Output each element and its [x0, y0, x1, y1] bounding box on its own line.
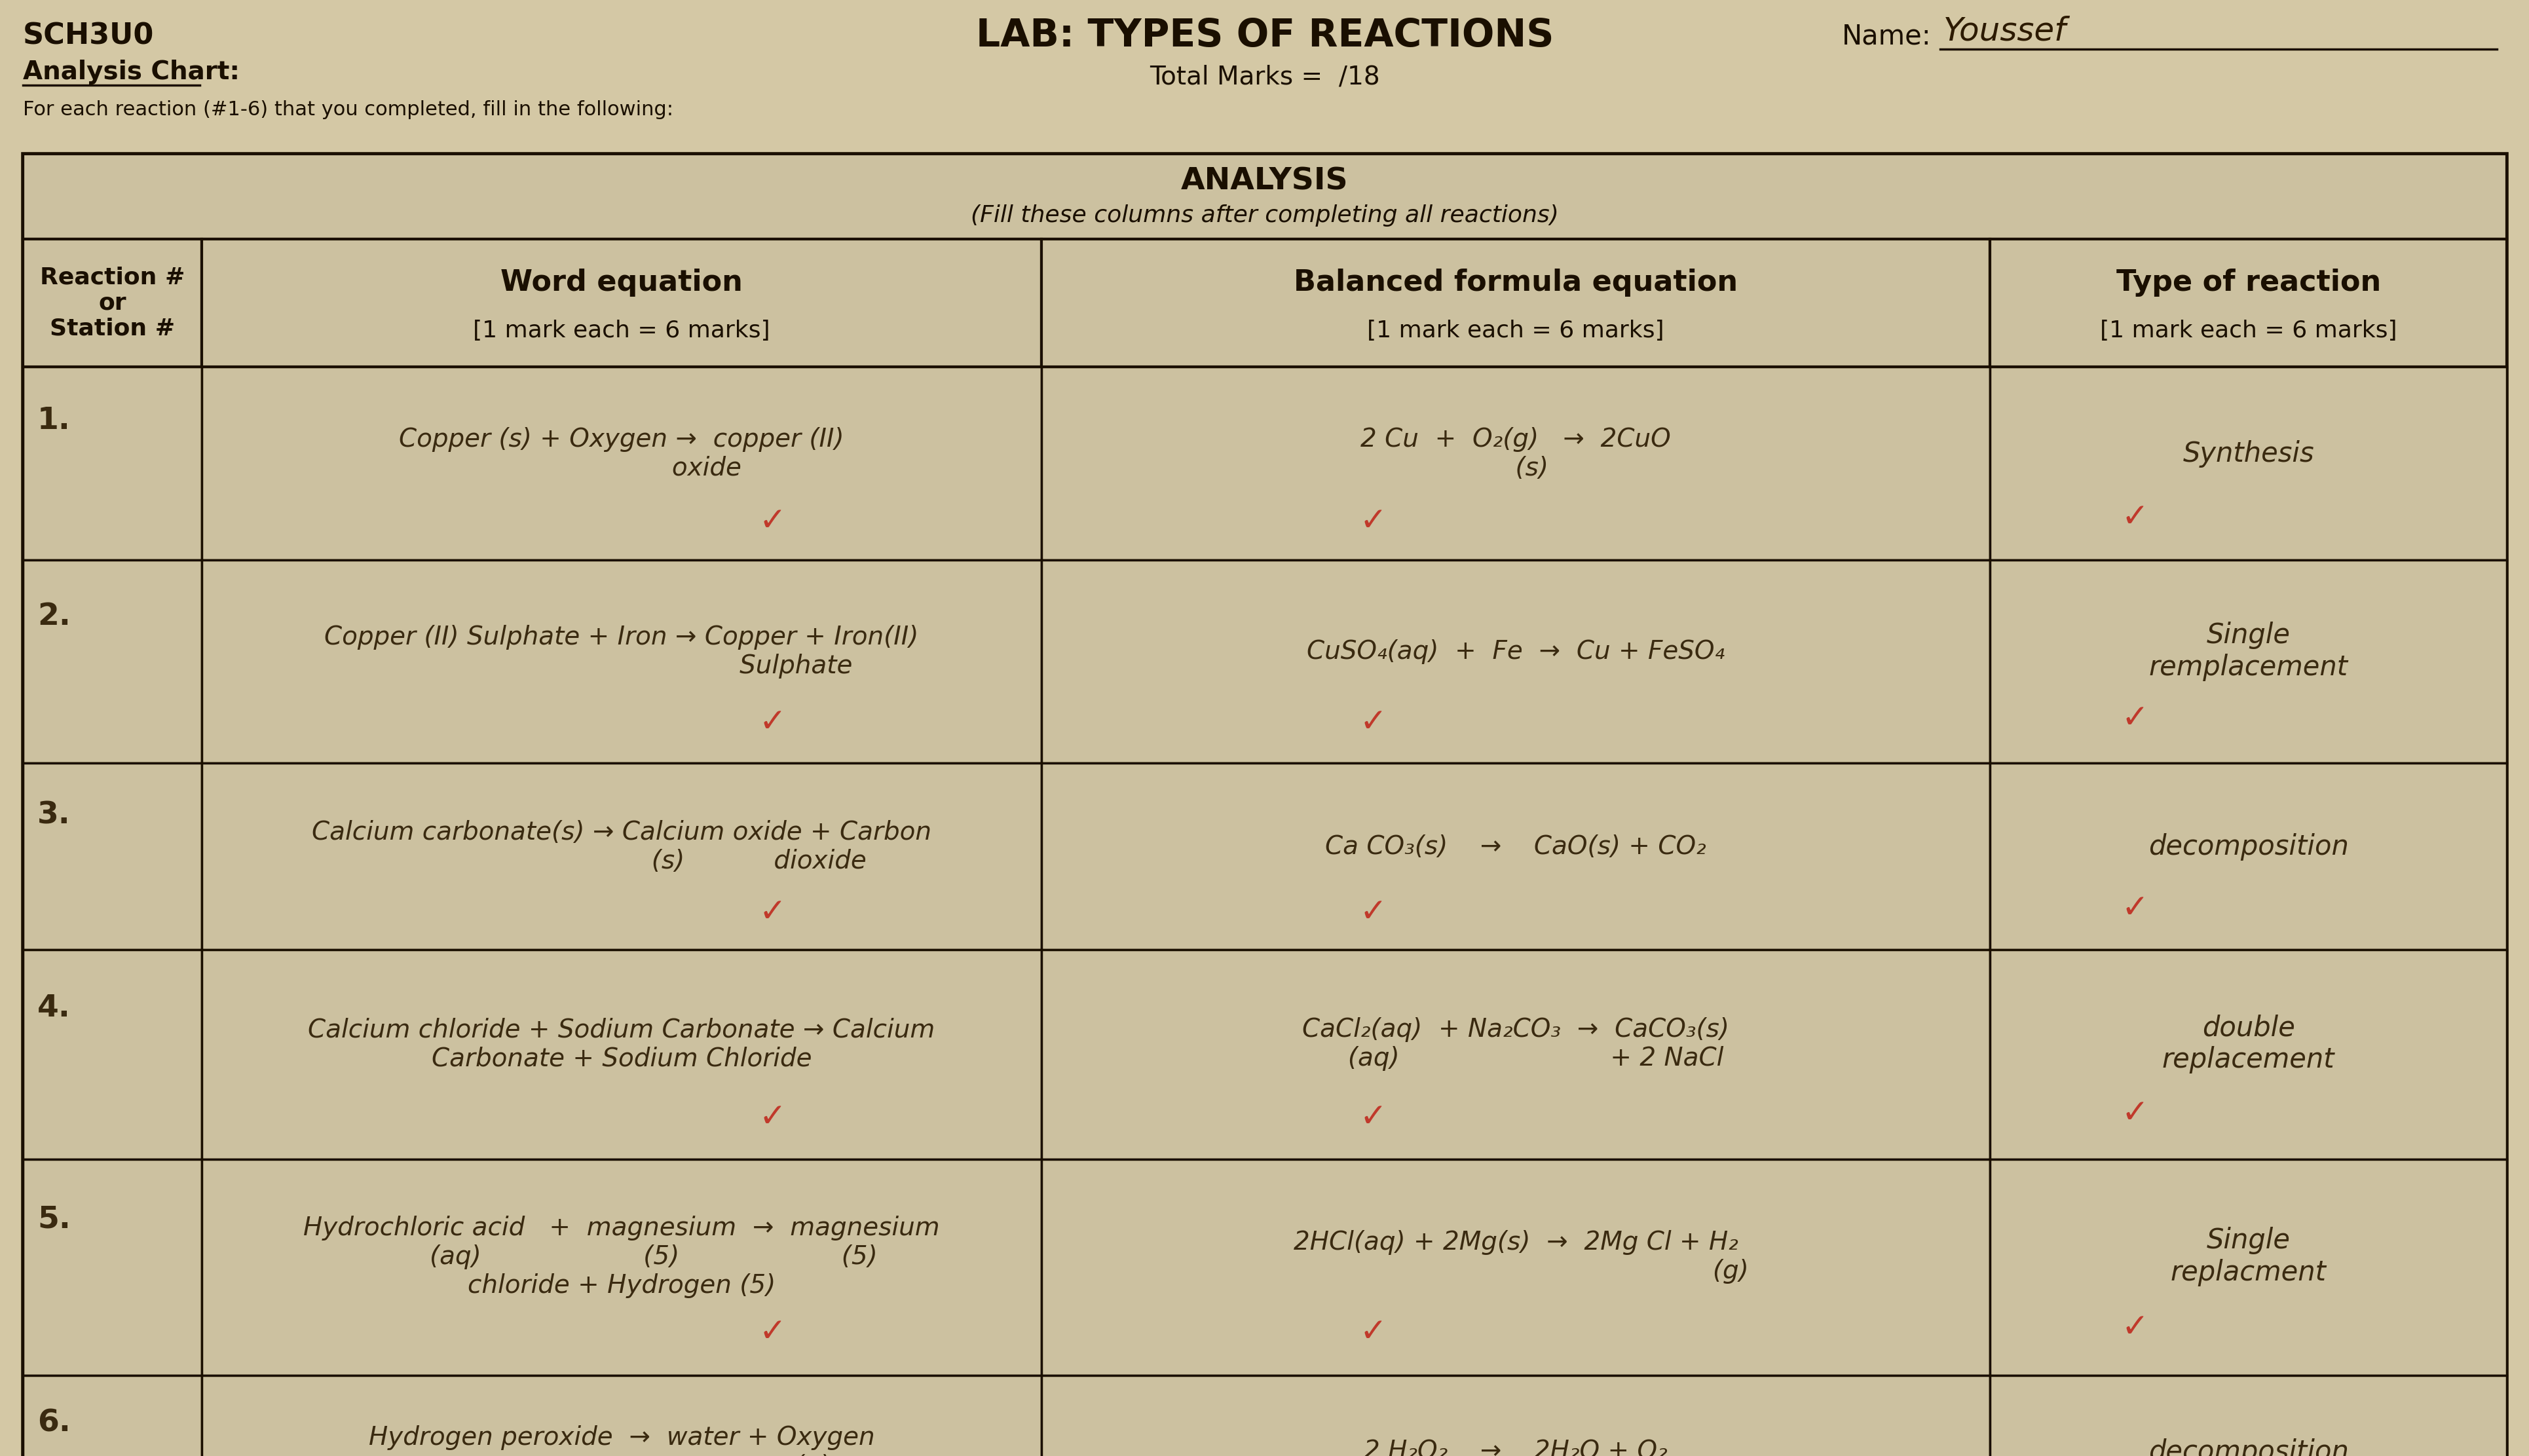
Text: Calcium carbonate(s) → Calcium oxide + Carbon
                                  : Calcium carbonate(s) → Calcium oxide + C… — [311, 820, 931, 874]
Text: CaCl₂(aq)  + Na₂CO₃  →  CaCO₃(s)
     (aq)                          + 2 NaCl: CaCl₂(aq) + Na₂CO₃ → CaCO₃(s) (aq) + 2 N… — [1302, 1018, 1730, 1070]
Text: decomposition: decomposition — [2147, 1439, 2347, 1456]
Text: ✓: ✓ — [759, 505, 787, 537]
Bar — [23, 561, 202, 763]
Text: ✓: ✓ — [759, 897, 787, 927]
Text: LAB: TYPES OF REACTIONS: LAB: TYPES OF REACTIONS — [976, 17, 1553, 55]
Bar — [1042, 239, 1990, 367]
Text: Single
remplacement: Single remplacement — [2147, 622, 2347, 681]
Bar — [1990, 763, 2506, 949]
Bar — [202, 239, 1042, 367]
Text: ✓: ✓ — [759, 1102, 787, 1133]
Text: 2.: 2. — [38, 603, 71, 632]
Bar — [1042, 949, 1990, 1159]
Text: For each reaction (#1-6) that you completed, fill in the following:: For each reaction (#1-6) that you comple… — [23, 100, 673, 119]
Text: ✓: ✓ — [1358, 897, 1386, 927]
Text: Reaction #
or
Station #: Reaction # or Station # — [40, 266, 185, 339]
Bar — [202, 1159, 1042, 1376]
Text: ✓: ✓ — [2119, 893, 2147, 925]
Bar — [1990, 561, 2506, 763]
Text: Calcium chloride + Sodium Carbonate → Calcium
Carbonate + Sodium Chloride: Calcium chloride + Sodium Carbonate → Ca… — [309, 1018, 936, 1070]
Bar — [23, 763, 202, 949]
Text: 2 H₂O₂    →    2H₂O + O₂: 2 H₂O₂ → 2H₂O + O₂ — [1363, 1440, 1667, 1456]
Bar — [202, 367, 1042, 561]
Bar — [1042, 1159, 1990, 1376]
Text: Name:: Name: — [1841, 22, 1932, 50]
Bar — [1990, 949, 2506, 1159]
Text: Youssef: Youssef — [1942, 16, 2066, 47]
Bar — [23, 1376, 202, 1456]
Text: Hydrochloric acid   +  magnesium  →  magnesium
        (aq)                    (: Hydrochloric acid + magnesium → magnesiu… — [303, 1216, 938, 1297]
Text: [1 mark each = 6 marks]: [1 mark each = 6 marks] — [1366, 320, 1664, 342]
Text: ✓: ✓ — [759, 706, 787, 738]
Text: Copper (s) + Oxygen →  copper (II)
                     oxide: Copper (s) + Oxygen → copper (II) oxide — [400, 427, 845, 480]
Text: Single
replacment: Single replacment — [2170, 1227, 2327, 1286]
Bar — [202, 763, 1042, 949]
Text: 2HCl(aq) + 2Mg(s)  →  2Mg Cl + H₂
                                              : 2HCl(aq) + 2Mg(s) → 2Mg Cl + H₂ — [1282, 1230, 1748, 1283]
Text: [1 mark each = 6 marks]: [1 mark each = 6 marks] — [2099, 320, 2397, 342]
Bar — [202, 949, 1042, 1159]
Text: Balanced formula equation: Balanced formula equation — [1292, 268, 1737, 297]
Bar — [23, 367, 202, 561]
Text: ✓: ✓ — [2119, 1098, 2147, 1128]
Text: ANALYSIS: ANALYSIS — [1181, 166, 1348, 197]
Bar — [1042, 561, 1990, 763]
Bar — [1990, 1159, 2506, 1376]
Text: Type of reaction: Type of reaction — [2114, 268, 2380, 297]
Text: ✓: ✓ — [1358, 505, 1386, 537]
Text: ✓: ✓ — [2119, 703, 2147, 734]
Bar — [202, 1376, 1042, 1456]
Text: ✓: ✓ — [1358, 706, 1386, 738]
Text: Synthesis: Synthesis — [2183, 440, 2314, 467]
Bar — [23, 949, 202, 1159]
Text: Copper (II) Sulphate + Iron → Copper + Iron(II)
                                : Copper (II) Sulphate + Iron → Copper + I… — [324, 625, 918, 678]
Bar — [23, 154, 2506, 239]
Text: decomposition: decomposition — [2147, 833, 2347, 860]
Text: (Fill these columns after completing all reactions): (Fill these columns after completing all… — [971, 204, 1558, 226]
Text: CuSO₄(aq)  +  Fe  →  Cu + FeSO₄: CuSO₄(aq) + Fe → Cu + FeSO₄ — [1307, 639, 1725, 664]
Bar — [1990, 1376, 2506, 1456]
Bar — [1042, 763, 1990, 949]
Bar — [1042, 1376, 1990, 1456]
Text: ✓: ✓ — [1358, 1316, 1386, 1348]
Text: SCH3U0: SCH3U0 — [23, 22, 154, 50]
Text: Ca CO₃(s)    →    CaO(s) + CO₂: Ca CO₃(s) → CaO(s) + CO₂ — [1325, 834, 1705, 859]
Bar — [23, 239, 202, 367]
Text: 4.: 4. — [38, 993, 71, 1024]
Text: ✓: ✓ — [1358, 1102, 1386, 1133]
Text: Total Marks =  /18: Total Marks = /18 — [1148, 66, 1381, 90]
Text: ✓: ✓ — [759, 1316, 787, 1348]
Text: Hydrogen peroxide  →  water + Oxygen
                                           : Hydrogen peroxide → water + Oxygen — [369, 1425, 875, 1456]
Text: Analysis Chart:: Analysis Chart: — [23, 60, 240, 84]
Text: 2 Cu  +  O₂(g)   →  2CuO
    (s): 2 Cu + O₂(g) → 2CuO (s) — [1361, 427, 1672, 480]
Text: 5.: 5. — [38, 1206, 71, 1235]
Text: [1 mark each = 6 marks]: [1 mark each = 6 marks] — [473, 320, 769, 342]
Text: 3.: 3. — [38, 801, 71, 830]
Text: double
replacement: double replacement — [2162, 1015, 2334, 1073]
Text: Word equation: Word equation — [501, 268, 744, 297]
Bar — [1990, 367, 2506, 561]
Text: 6.: 6. — [38, 1408, 71, 1439]
Bar — [23, 1159, 202, 1376]
Bar — [1042, 367, 1990, 561]
Text: ✓: ✓ — [2119, 1312, 2147, 1344]
Bar — [1990, 239, 2506, 367]
Text: 1.: 1. — [38, 406, 71, 435]
Text: ✓: ✓ — [2119, 502, 2147, 533]
Bar — [202, 561, 1042, 763]
